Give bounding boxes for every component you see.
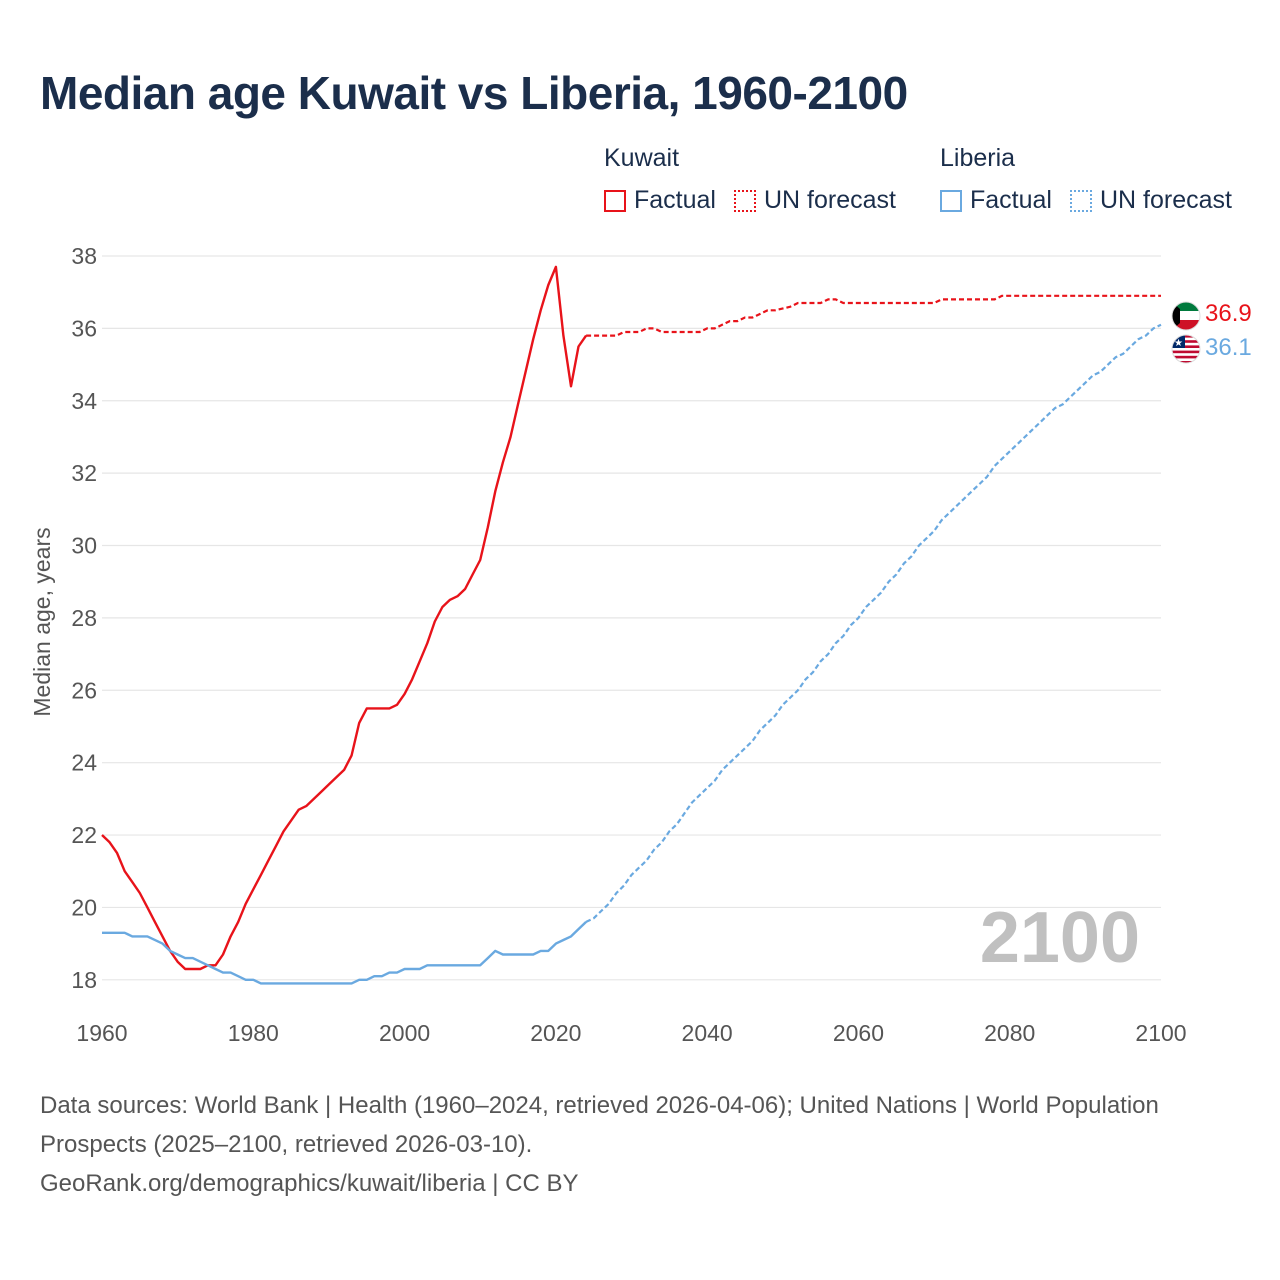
legend-swatch-factual[interactable] [940,189,962,212]
y-tick-label: 22 [71,822,97,848]
svg-text:★: ★ [1174,338,1183,349]
y-tick-label: 34 [71,388,97,414]
x-axis-ticks: 1960 1980 2000 2020 2040 2060 2080 2100 [76,1020,1186,1046]
y-tick-label: 18 [71,967,97,993]
y-tick-label: 24 [71,750,97,776]
y-tick-label: 26 [71,677,97,703]
y-axis-label: Median age, years [29,527,55,716]
legend-label-forecast: UN forecast [1099,186,1232,214]
liberia-factual-line [102,921,587,985]
liberia-end-value: 36.1 [1205,334,1252,361]
x-tick-label: 2100 [1135,1020,1186,1046]
credit-link[interactable]: GeoRank.org/demographics/kuwait/liberia … [40,1170,579,1197]
legend-label-factual: Factual [970,186,1052,214]
x-tick-label: 2040 [682,1020,733,1046]
liberia-forecast-line [585,323,1162,923]
kuwait-end-value: 36.9 [1205,300,1252,327]
legend-group-liberia: Liberia Factual UN forecast [940,144,1232,215]
chart-footer: Data sources: World Bank | Health (1960–… [40,1086,1180,1203]
x-tick-label: 2000 [379,1020,430,1046]
legend-swatch-forecast[interactable] [733,189,756,212]
year-watermark: 2100 [980,898,1140,978]
data-sources-note: Data sources: World Bank | Health (1960–… [40,1092,1159,1158]
x-tick-label: 1960 [76,1020,127,1046]
legend-swatch-factual[interactable] [604,189,626,212]
kuwait-factual-line [101,265,588,971]
y-tick-label: 20 [71,894,97,920]
x-tick-label: 1980 [228,1020,279,1046]
legend-label-factual: Factual [634,186,716,214]
y-tick-label: 28 [71,605,97,631]
x-tick-label: 2080 [984,1020,1035,1046]
y-tick-label: 30 [71,533,97,559]
y-axis-ticks: 18 20 22 24 26 28 30 32 34 36 38 [71,243,97,993]
legend-label-forecast: UN forecast [763,186,896,214]
liberia-flag-icon: ★ [1172,335,1200,363]
chart-title: Median age Kuwait vs Liberia, 1960-2100 [40,67,908,119]
legend-group-name: Liberia [940,144,1016,172]
legend-group-kuwait: Kuwait Factual UN forecast [604,144,914,215]
legend-group-name: Kuwait [604,144,680,172]
y-tick-label: 36 [71,315,97,341]
y-tick-label: 38 [71,243,97,269]
legend-swatch-forecast[interactable] [1069,189,1092,212]
x-tick-label: 2060 [833,1020,884,1046]
y-tick-label: 32 [71,460,97,486]
gridlines [102,255,1161,981]
kuwait-forecast-line [586,294,1161,337]
x-tick-label: 2020 [530,1020,581,1046]
series-lines [101,265,1162,985]
line-chart: 18 20 22 24 26 28 30 32 34 36 38 1960 1980 2000 2020 2… [29,243,1252,1046]
